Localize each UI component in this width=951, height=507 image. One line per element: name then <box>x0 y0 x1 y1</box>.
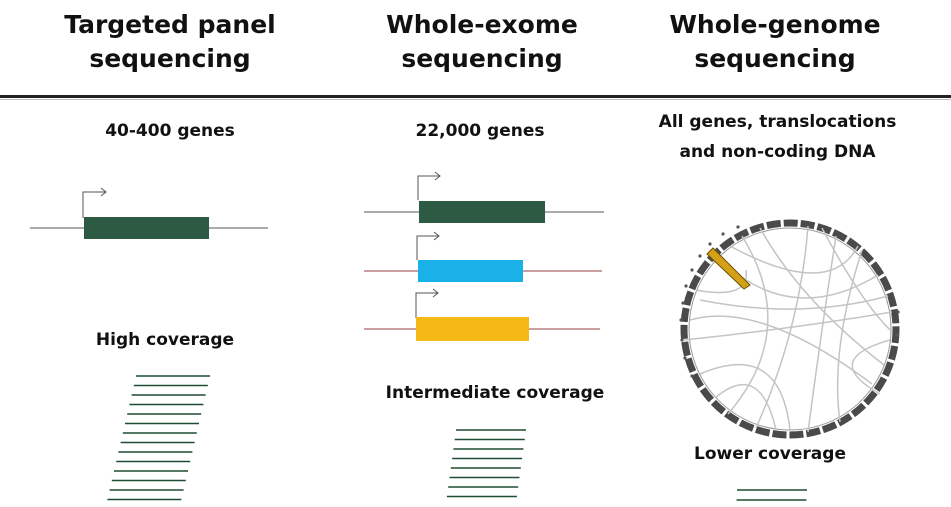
coverage-label-targeted: High coverage <box>95 330 235 350</box>
coverage-label-exome: Intermediate coverage <box>385 383 605 403</box>
tss-arrowhead <box>433 231 440 241</box>
title-whole-genome: Whole-genome sequencing <box>669 10 881 73</box>
tss-arrow <box>82 191 106 218</box>
tss-arrow <box>415 292 438 318</box>
gene-block <box>419 201 545 223</box>
exome-gene-3 <box>364 288 600 341</box>
title-whole-exome: Whole-exome sequencing <box>386 10 578 73</box>
gene-block <box>416 317 529 341</box>
circos-inner-ring <box>688 227 892 431</box>
tss-arrow <box>417 175 440 200</box>
scope-targeted-panel: 40-400 genes <box>105 121 235 141</box>
circos-highlight-link <box>706 247 751 290</box>
circos-ring <box>680 219 900 439</box>
gene-block <box>418 260 523 282</box>
tss-arrowhead <box>434 171 441 181</box>
gene-block <box>84 217 209 239</box>
scope-whole-exome: 22,000 genes <box>415 121 545 141</box>
circos-links <box>683 225 893 433</box>
coverage-label-genome: Lower coverage <box>694 444 846 464</box>
tss-arrowhead <box>432 288 439 298</box>
exome-gene-1 <box>364 171 604 223</box>
scope-whole-genome: All genes, translocations and non-coding… <box>658 112 897 162</box>
title-targeted-panel: Targeted panel sequencing <box>64 10 276 73</box>
tss-arrowhead <box>100 187 107 197</box>
exome-gene-2 <box>364 231 602 282</box>
tss-arrow <box>416 235 439 260</box>
header-divider-shadow <box>0 99 951 100</box>
circos-ticks <box>679 225 900 378</box>
header-divider <box>0 95 951 98</box>
